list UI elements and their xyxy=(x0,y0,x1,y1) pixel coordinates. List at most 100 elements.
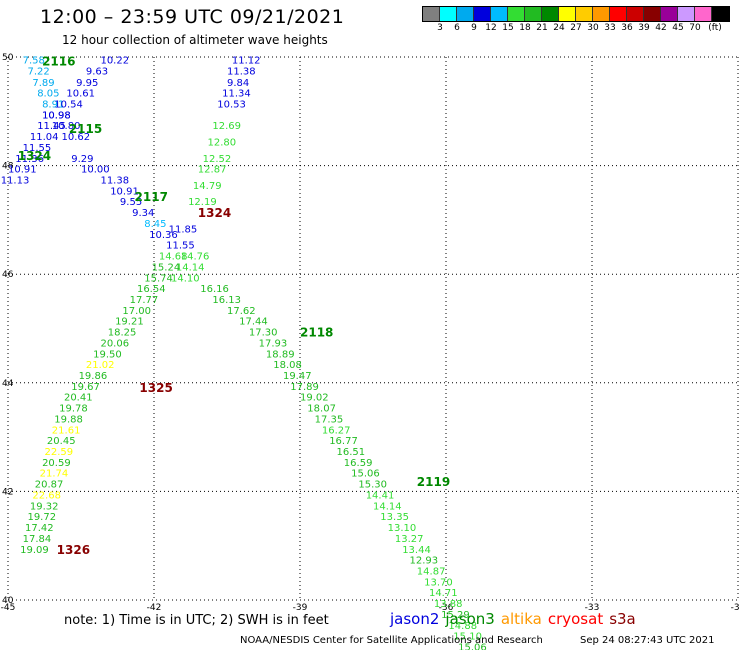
wave-height-point: 11.38 xyxy=(227,66,256,77)
wave-height-point: 10.00 xyxy=(81,165,110,176)
wave-height-point: 18.89 xyxy=(266,349,295,360)
wave-height-point: 17.84 xyxy=(23,534,52,545)
pass-number-label: 1324 xyxy=(198,206,231,220)
wave-height-point: 11.55 xyxy=(166,241,195,252)
wave-height-point: 17.42 xyxy=(25,523,54,534)
wave-height-point: 15.06 xyxy=(351,469,380,480)
legend-label: 18 xyxy=(519,23,531,33)
y-tick-label: 48 xyxy=(2,162,14,172)
wave-height-point: 10.91 xyxy=(110,186,139,197)
wave-height-point: 10.22 xyxy=(100,56,129,67)
wave-height-point: 11.36 xyxy=(15,154,44,165)
legend-label: 6 xyxy=(454,23,460,33)
wave-height-point: 9.95 xyxy=(76,78,98,89)
wave-height-point: 8.05 xyxy=(37,89,59,100)
wave-height-point: 15.24 xyxy=(152,262,181,273)
wave-height-point: 19.50 xyxy=(93,349,122,360)
wave-height-point: 8.91 xyxy=(42,99,64,110)
y-tick-label: 50 xyxy=(2,53,14,63)
wave-height-point: 13.44 xyxy=(402,545,431,556)
legend-swatch xyxy=(695,7,712,21)
legend-swatch xyxy=(474,7,491,21)
pass-number-label: 2117 xyxy=(135,190,168,204)
legend-unit: (ft) xyxy=(708,23,722,33)
wave-height-point: 13.27 xyxy=(395,534,424,545)
legend-swatch xyxy=(423,7,440,21)
wave-height-point: 10.62 xyxy=(62,132,91,143)
wave-height-point: 20.41 xyxy=(64,393,93,404)
wave-height-point: 10.98 xyxy=(42,110,71,121)
wave-height-point: 18.07 xyxy=(307,404,336,415)
wave-height-point: 19.78 xyxy=(59,404,88,415)
legend-labels: (ft) 3 6 9 12 15 18 21 24 27 30 33 36 39 42 45 70 xyxy=(422,22,730,34)
wave-height-point: 14.71 xyxy=(429,588,458,599)
x-tick-label: -45 xyxy=(1,603,16,613)
legend-label: 45 xyxy=(672,23,684,33)
legend-color-bar xyxy=(422,6,730,22)
wave-height-point: 22.59 xyxy=(45,447,74,458)
wave-height-point: 7.22 xyxy=(27,66,49,77)
legend-label: 3 xyxy=(437,23,443,33)
pass-number-label: 1326 xyxy=(57,543,90,557)
page-subtitle: 12 hour collection of altimeter wave hei… xyxy=(62,33,328,47)
wave-height-point: 15.06 xyxy=(458,642,487,650)
legend-label: 33 xyxy=(604,23,616,33)
legend-swatch xyxy=(661,7,678,21)
wave-height-point: 19.67 xyxy=(71,382,100,393)
wave-height-point: 19.09 xyxy=(20,545,49,556)
legend-label: 21 xyxy=(536,23,548,33)
wave-height-point: 16.27 xyxy=(322,425,351,436)
pass-number-label: 2116 xyxy=(42,55,75,69)
wave-height-point: 15.29 xyxy=(441,610,470,621)
wave-height-point: 12.87 xyxy=(198,165,227,176)
legend-swatch xyxy=(457,7,474,21)
wave-height-point: 16.54 xyxy=(137,284,166,295)
legend-label: 36 xyxy=(621,23,633,33)
wave-height-point: 7.89 xyxy=(32,78,54,89)
chart-grid xyxy=(7,56,739,601)
x-tick-label: -42 xyxy=(147,603,162,613)
wave-height-point: 9.29 xyxy=(71,154,93,165)
wave-height-point: 12.80 xyxy=(208,138,237,149)
wave-height-point: 19.21 xyxy=(115,317,144,328)
wave-height-point: 19.86 xyxy=(79,371,108,382)
y-tick-label: 46 xyxy=(2,270,14,280)
wave-height-point: 12.52 xyxy=(203,154,232,165)
footer-timestamp: Sep 24 08:27:43 UTC 2021 xyxy=(580,635,715,646)
y-tick-label: 42 xyxy=(2,487,13,497)
wave-height-point: 15.74 xyxy=(144,273,173,284)
satellite-legend: jason2 jason3 altika cryosat s3a xyxy=(390,610,642,628)
wave-height-point: 11.04 xyxy=(30,132,59,143)
wave-height-point: 9.63 xyxy=(86,66,108,77)
wave-height-point: 20.45 xyxy=(47,436,76,447)
wave-height-point: 14.10 xyxy=(171,273,200,284)
wave-height-point: 14.14 xyxy=(176,262,205,273)
wave-height-point: 14.41 xyxy=(366,490,395,501)
wave-height-point: 15.30 xyxy=(358,480,387,491)
x-tick-label: -39 xyxy=(293,603,308,613)
wave-height-point: 11.85 xyxy=(169,224,198,235)
wave-height-point: 14.14 xyxy=(373,501,402,512)
legend-label: 12 xyxy=(485,23,497,33)
wave-height-point: 19.02 xyxy=(300,393,329,404)
wave-height-point: 7.58 xyxy=(23,56,45,67)
pass-number-label: 1324 xyxy=(18,149,51,163)
wave-height-point: 19.32 xyxy=(30,501,59,512)
wave-height-point: 13.10 xyxy=(388,523,417,534)
pass-number-label: 1325 xyxy=(139,381,172,395)
satellite-name: jason2 xyxy=(390,610,440,628)
wave-height-point: 19.88 xyxy=(54,414,83,425)
wave-height-point: 16.51 xyxy=(337,447,366,458)
wave-height-point: 17.00 xyxy=(122,306,151,317)
legend-label: 27 xyxy=(570,23,582,33)
wave-height-point: 19.72 xyxy=(27,512,56,523)
wave-height-point: 16.77 xyxy=(329,436,358,447)
wave-height-point: 17.62 xyxy=(227,306,256,317)
wave-height-point: 13.70 xyxy=(424,577,453,588)
pass-number-label: 2119 xyxy=(417,475,450,489)
legend-swatch xyxy=(678,7,695,21)
wave-height-point: 14.68 xyxy=(159,252,188,263)
wave-height-point: 17.77 xyxy=(130,295,159,306)
wave-height-point: 9.55 xyxy=(120,197,142,208)
